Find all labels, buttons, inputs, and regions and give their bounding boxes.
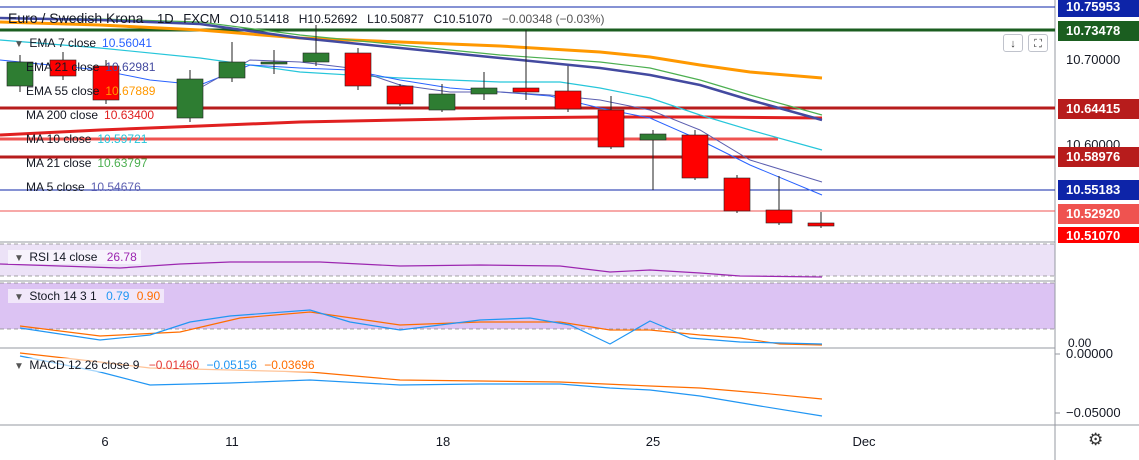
ohlc-close: C10.51070: [433, 12, 493, 26]
rsi-line: [0, 261, 823, 278]
macd-label: MACD 12 26 close 9: [29, 358, 140, 372]
candle-bearish: [49, 59, 77, 77]
legend-ma21[interactable]: MA 21 close 10.63797: [26, 154, 147, 172]
rsi-band: [0, 244, 1055, 276]
rsi-legend[interactable]: ▼ RSI 14 close 26.78: [8, 250, 141, 264]
legend-label: MA 21 close: [26, 156, 92, 170]
price-tag: 10.75953: [1058, 0, 1139, 17]
ohlc-low: L10.50877: [367, 12, 424, 26]
price-tag: 10.52920: [1058, 204, 1139, 224]
candle-bearish: [554, 90, 582, 110]
candle-bearish: [92, 65, 120, 101]
macd-hist-value: −0.01460: [148, 358, 200, 372]
stoch-k-line: [19, 309, 823, 345]
legend-value: 10.63797: [97, 156, 148, 170]
source: FXCM: [183, 11, 221, 26]
macd-axis-label: −0.05000: [1066, 405, 1121, 420]
macd-value: −0.05156: [206, 358, 257, 372]
legend-value: 10.56041: [102, 36, 153, 50]
scale-button[interactable]: ↓: [1003, 34, 1023, 52]
collapse-chevron-icon[interactable]: ▼: [14, 292, 24, 303]
price-tag: 10.73478: [1058, 21, 1139, 41]
macd-legend[interactable]: ▼ MACD 12 26 close 9 −0.01460 −0.05156 −…: [8, 358, 319, 372]
stoch-band: [0, 283, 1055, 329]
date-axis-label: Dec: [852, 434, 876, 449]
symbol-name: Euro / Swedish Krona: [8, 10, 144, 26]
ma5-line: [199, 59, 823, 183]
price-axis-label: 10.70000: [1066, 52, 1121, 67]
interval: 1D: [157, 11, 174, 26]
legend-label: MA 200 close: [26, 108, 99, 122]
candle-bearish: [597, 109, 625, 148]
candle-bearish: [765, 209, 793, 224]
stoch-axis-label: 0.00: [1068, 336, 1092, 350]
legend-value: 10.59721: [97, 132, 148, 146]
macd-axis-label: 0.00000: [1066, 346, 1113, 361]
macd-signal-value: −0.03696: [264, 358, 315, 372]
ohlc-change: −0.00348 (−0.03%): [501, 12, 605, 26]
legend-ma5[interactable]: MA 5 close 10.54676: [26, 178, 141, 196]
candle-bullish: [218, 61, 246, 79]
legend-ema7[interactable]: ▼ EMA 7 close 10.56041: [12, 34, 152, 52]
stoch-k-value: 0.79: [106, 289, 130, 303]
ohlc-open: O10.51418: [229, 12, 290, 26]
candle-bearish: [681, 134, 709, 179]
fullscreen-button[interactable]: ⛶: [1028, 34, 1048, 52]
price-tag-last: 10.51070: [1058, 227, 1139, 243]
legend-label: MA 5 close: [26, 180, 85, 194]
ema55-line: [0, 20, 823, 80]
macd-line: [19, 355, 823, 417]
candle-bullish: [260, 61, 288, 65]
price-tag: 10.64415: [1058, 99, 1139, 119]
symbol-header: Euro / Swedish Krona 1D FXCM O10.51418 H…: [8, 10, 605, 26]
candle-bullish: [302, 52, 330, 63]
legend-value: 10.63400: [104, 108, 155, 122]
legend-ma10[interactable]: MA 10 close 10.59721: [26, 130, 147, 148]
date-axis-label: 25: [645, 434, 661, 449]
legend-label: EMA 7 close: [29, 36, 97, 50]
candle-bullish: [639, 133, 667, 141]
ma10-line: [0, 39, 823, 151]
candle-bearish: [723, 177, 751, 212]
rsi-value: 26.78: [106, 250, 137, 264]
legend-value: 10.54676: [90, 180, 141, 194]
legend-label: EMA 21 close: [26, 60, 100, 74]
candle-bearish: [807, 222, 835, 227]
stoch-d-value: 0.90: [136, 289, 161, 303]
rsi-label: RSI 14 close: [29, 250, 98, 264]
ema7-line: [0, 59, 823, 196]
price-tag: 10.58976: [1058, 147, 1139, 167]
stoch-label: Stoch 14 3 1: [29, 289, 97, 303]
ema21-line: [0, 16, 823, 122]
date-axis-label: 18: [435, 434, 451, 449]
legend-label: EMA 55 close: [26, 84, 100, 98]
collapse-chevron-icon[interactable]: ▼: [14, 361, 24, 372]
ma21-line: [0, 17, 823, 116]
legend-label: MA 10 close: [26, 132, 92, 146]
candles: [6, 25, 835, 228]
candle-bullish: [176, 78, 204, 119]
ohlc-high: H10.52692: [298, 12, 358, 26]
candle-bullish: [6, 61, 34, 87]
price-tag: 10.55183: [1058, 180, 1139, 200]
date-axis-label: 6: [101, 434, 109, 449]
candle-bullish: [428, 93, 456, 111]
candle-bullish: [470, 87, 498, 95]
candle-bearish: [386, 85, 414, 105]
collapse-chevron-icon[interactable]: ▼: [14, 253, 24, 264]
legend-value: 10.67889: [105, 84, 156, 98]
date-axis-label: 11: [225, 434, 239, 449]
candle-bearish: [344, 52, 372, 87]
stoch-legend[interactable]: ▼ Stoch 14 3 1 0.79 0.90: [8, 289, 165, 303]
settings-gear-icon[interactable]: ⚙: [1088, 430, 1104, 449]
legend-ma200[interactable]: MA 200 close 10.63400: [26, 106, 154, 124]
legend-value: 10.62981: [105, 60, 156, 74]
candle-bearish: [512, 87, 540, 93]
collapse-chevron-icon[interactable]: ▼: [14, 39, 24, 50]
legend-ema55[interactable]: EMA 55 close 10.67889: [26, 82, 155, 100]
stoch-d-line: [19, 311, 823, 346]
legend-ema21[interactable]: EMA 21 close 10.62981: [26, 58, 155, 76]
